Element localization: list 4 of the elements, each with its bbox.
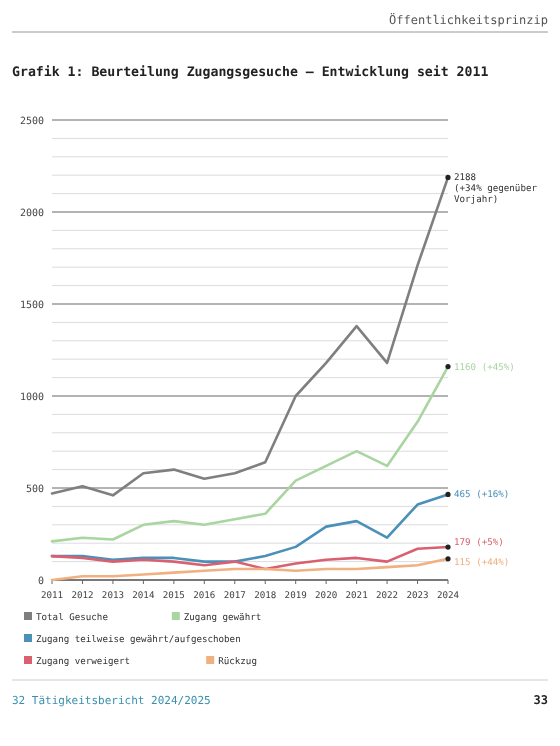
line-series <box>50 545 450 571</box>
line-series <box>50 176 450 497</box>
line-series <box>50 557 450 582</box>
line-series <box>50 365 450 543</box>
